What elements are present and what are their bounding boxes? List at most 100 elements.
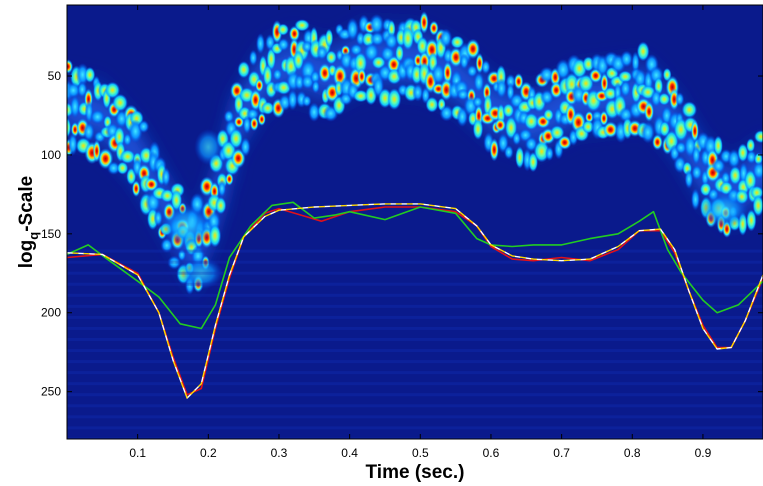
stripe bbox=[67, 415, 763, 419]
ridge-blob bbox=[684, 169, 694, 189]
y-tick-label: 200 bbox=[41, 306, 61, 320]
ridge-blob bbox=[752, 194, 763, 217]
heatmap-layer bbox=[67, 5, 763, 439]
ridge-blob bbox=[272, 68, 283, 82]
ridge-blob bbox=[472, 95, 484, 109]
ridge-blob bbox=[636, 41, 650, 62]
stripe bbox=[67, 271, 763, 275]
ridge-blob bbox=[242, 115, 252, 135]
ridge-blob bbox=[754, 130, 763, 144]
ridge-blob bbox=[229, 128, 243, 149]
ridge-blob bbox=[489, 137, 499, 162]
x-tick-label: 0.7 bbox=[553, 446, 570, 460]
ridge-blob bbox=[543, 108, 554, 122]
dip-glow bbox=[700, 192, 749, 229]
ridge-blob bbox=[515, 146, 525, 169]
ridge-blob bbox=[255, 78, 264, 93]
ridge-blob bbox=[618, 70, 633, 83]
ridge-blob bbox=[261, 101, 275, 115]
ridge-blob bbox=[318, 62, 332, 84]
ridge-blob bbox=[746, 138, 756, 153]
ridge-blob bbox=[481, 59, 491, 75]
x-tick-label: 0.2 bbox=[200, 446, 217, 460]
ridge-blob bbox=[387, 88, 402, 110]
stripe bbox=[67, 437, 763, 439]
ridge-blob bbox=[690, 119, 699, 143]
ridge-blob bbox=[675, 92, 685, 107]
stripe bbox=[67, 393, 763, 397]
dip-glow bbox=[194, 129, 223, 166]
x-tick-label: 0.4 bbox=[341, 446, 358, 460]
ridge-blob bbox=[90, 109, 106, 125]
y-axis-label-base: log bbox=[16, 240, 37, 269]
ridge-blob bbox=[603, 87, 618, 101]
ridge-blob bbox=[584, 110, 594, 124]
ridge-blob bbox=[746, 209, 757, 232]
x-tick-label: 0.9 bbox=[695, 446, 712, 460]
ridge-blob bbox=[68, 132, 78, 156]
ridge-blob bbox=[215, 196, 227, 215]
ridge-blob bbox=[524, 112, 539, 131]
ridge-blob bbox=[690, 188, 701, 211]
ridge-blob bbox=[466, 64, 478, 78]
ridge-blob bbox=[346, 17, 359, 41]
series-line-3 bbox=[67, 203, 763, 399]
ridge-blob bbox=[549, 125, 565, 141]
ridge-blob bbox=[301, 94, 312, 108]
y-tick-label: 50 bbox=[48, 69, 62, 83]
ridge-blob bbox=[107, 161, 121, 175]
x-tick-label: 0.5 bbox=[412, 446, 429, 460]
ridge-blob bbox=[137, 120, 150, 134]
y-axis-label-subscript: q bbox=[26, 232, 41, 240]
ridge-curves bbox=[67, 201, 763, 399]
ridge-blob bbox=[369, 13, 385, 35]
ridge-blob bbox=[104, 81, 121, 99]
ridge-blob bbox=[545, 146, 554, 161]
x-tick-label: 0.3 bbox=[271, 446, 288, 460]
ridge-blob bbox=[431, 63, 446, 85]
ridge-blob bbox=[727, 149, 741, 169]
ridge-blob bbox=[652, 133, 663, 151]
ridge-blob bbox=[691, 144, 701, 166]
ridge-blob bbox=[620, 79, 632, 98]
y-axis: 50 100 150 200 250 bbox=[41, 69, 763, 399]
y-tick-label: 150 bbox=[41, 227, 61, 241]
stripe bbox=[67, 315, 763, 319]
ridge-blob bbox=[658, 92, 671, 106]
ridge-blob bbox=[737, 143, 749, 163]
ridge-blob bbox=[248, 49, 258, 67]
ridge-blob bbox=[674, 141, 687, 155]
ridge-blob bbox=[640, 121, 655, 144]
ridge-blob bbox=[384, 32, 399, 51]
stripe bbox=[67, 337, 763, 341]
ridge-blob bbox=[439, 104, 454, 122]
ridge-blob bbox=[494, 118, 507, 133]
ridge-blob bbox=[325, 50, 337, 65]
ridge-blob bbox=[439, 28, 453, 49]
ridge-blob bbox=[669, 87, 680, 111]
ridge-blob bbox=[84, 66, 96, 83]
stripe bbox=[67, 293, 763, 297]
y-axis-label: logq-Scale bbox=[16, 176, 41, 268]
stripe bbox=[67, 260, 763, 264]
dip-glow bbox=[179, 257, 224, 290]
ridge-blob bbox=[167, 255, 182, 270]
ridge-blob bbox=[745, 149, 757, 165]
ridge-blob bbox=[650, 89, 662, 108]
stripe bbox=[67, 349, 763, 353]
ridge-blob bbox=[116, 161, 129, 175]
ridge-blob bbox=[67, 82, 81, 99]
ridge-blob bbox=[456, 88, 470, 101]
ridge-blob bbox=[503, 144, 514, 160]
ridge-blob bbox=[395, 44, 404, 63]
ridge-blob bbox=[311, 79, 320, 94]
ridge-blob bbox=[620, 50, 634, 68]
y-tick-label: 250 bbox=[41, 385, 61, 399]
ridge-blob bbox=[429, 20, 439, 36]
ridge-blob bbox=[352, 89, 369, 103]
dip-glow bbox=[161, 203, 214, 248]
x-axis-label: Time (sec.) bbox=[366, 462, 465, 483]
stripe bbox=[67, 382, 763, 386]
ridge-blob bbox=[308, 102, 321, 122]
ridge-blob bbox=[729, 165, 742, 185]
